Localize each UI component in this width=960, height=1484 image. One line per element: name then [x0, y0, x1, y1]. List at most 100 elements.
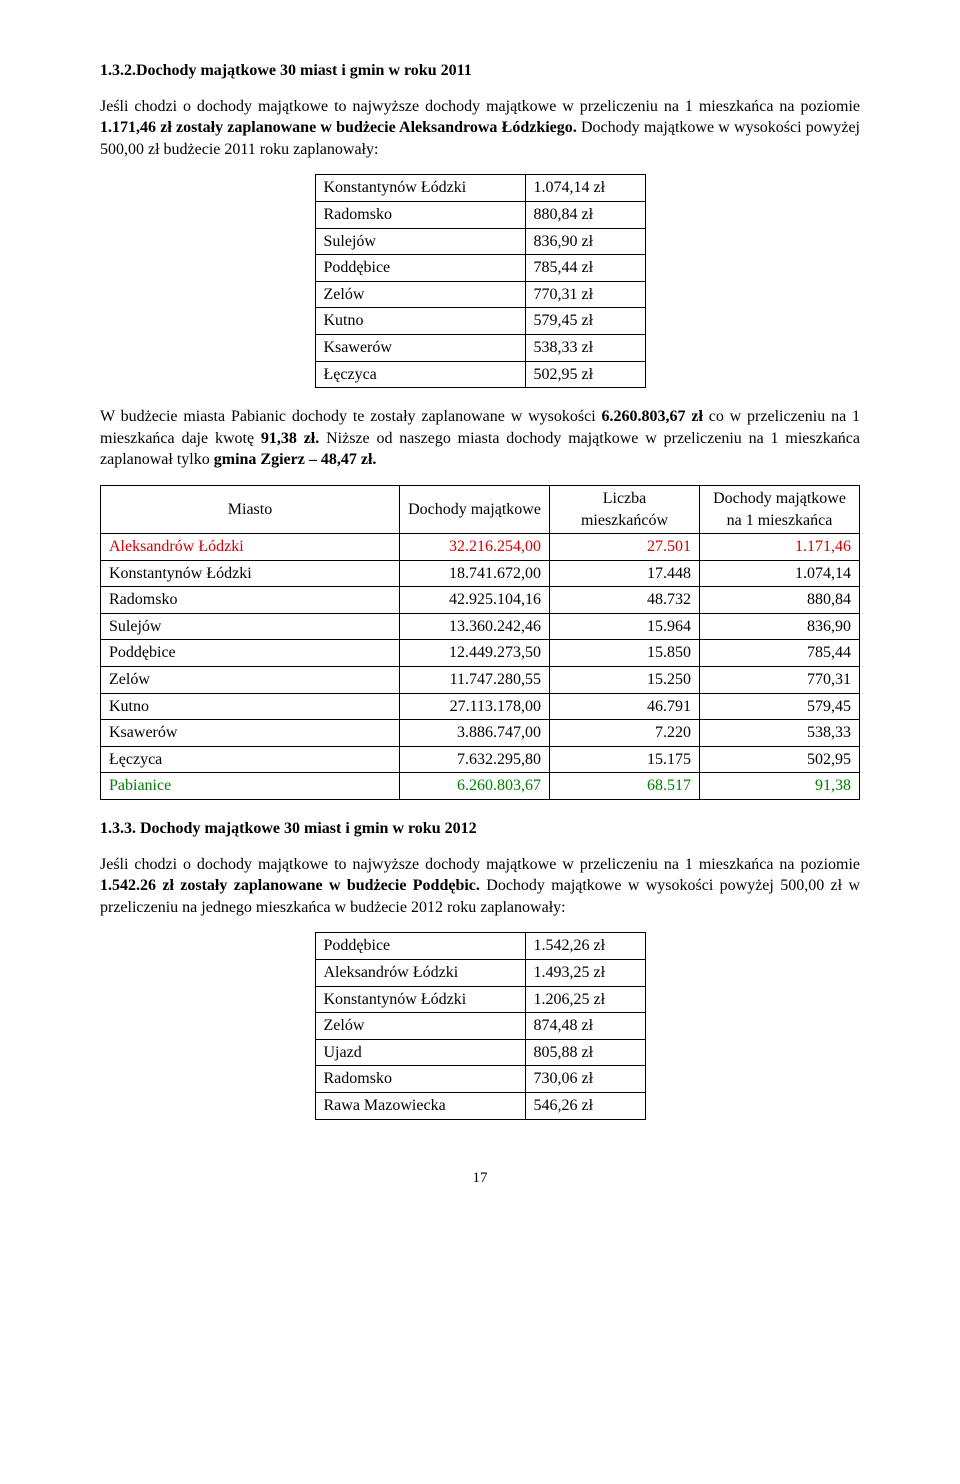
cell-population: 15.850 — [550, 640, 700, 667]
cell-city: Łęczyca — [315, 361, 525, 388]
para-bold: 6.260.803,67 zł — [602, 408, 703, 425]
table-row: Konstantynów Łódzki1.074,14 zł — [315, 175, 645, 202]
cell-per-capita: 1.171,46 — [700, 534, 860, 561]
cell-per-capita: 579,45 — [700, 693, 860, 720]
cell-city: Kutno — [315, 308, 525, 335]
cell-city: Ujazd — [315, 1039, 525, 1066]
table-header-row: Miasto Dochody majątkowe Liczba mieszkań… — [101, 485, 860, 533]
cell-value: 1.074,14 zł — [525, 175, 645, 202]
cell-value: 805,88 zł — [525, 1039, 645, 1066]
cell-income: 6.260.803,67 — [400, 773, 550, 800]
cell-population: 46.791 — [550, 693, 700, 720]
table-row: Radomsko42.925.104,1648.732880,84 — [101, 587, 860, 614]
table-row: Kutno579,45 zł — [315, 308, 645, 335]
table-row: Sulejów13.360.242,4615.964836,90 — [101, 613, 860, 640]
cell-population: 48.732 — [550, 587, 700, 614]
cell-city: Konstantynów Łódzki — [101, 560, 400, 587]
cell-per-capita: 538,33 — [700, 720, 860, 747]
table-row: Zelów11.747.280,5515.250770,31 — [101, 667, 860, 694]
cell-value: 1.542,26 zł — [525, 933, 645, 960]
cell-city: Zelów — [315, 1013, 525, 1040]
cell-city: Kutno — [101, 693, 400, 720]
page-number: 17 — [100, 1168, 860, 1188]
table-row: Aleksandrów Łódzki1.493,25 zł — [315, 960, 645, 987]
cell-city: Radomsko — [315, 201, 525, 228]
col-header-per-capita: Dochody majątkowe na 1 mieszkańca — [700, 485, 860, 533]
table-row: Radomsko880,84 zł — [315, 201, 645, 228]
cell-value: 730,06 zł — [525, 1066, 645, 1093]
cell-value: 579,45 zł — [525, 308, 645, 335]
cell-city: Poddębice — [315, 255, 525, 282]
para-bold: gmina Zgierz – 48,47 zł. — [214, 451, 377, 468]
cell-per-capita: 502,95 — [700, 746, 860, 773]
cell-city: Pabianice — [101, 773, 400, 800]
cell-per-capita: 1.074,14 — [700, 560, 860, 587]
cell-per-capita: 836,90 — [700, 613, 860, 640]
table-row: Łęczyca502,95 zł — [315, 361, 645, 388]
col-header-population: Liczba mieszkańców — [550, 485, 700, 533]
cell-value: 538,33 zł — [525, 334, 645, 361]
para-text: W budżecie miasta Pabianic dochody te zo… — [100, 408, 602, 425]
cell-city: Zelów — [315, 281, 525, 308]
cell-income: 42.925.104,16 — [400, 587, 550, 614]
cell-value: 1.206,25 zł — [525, 986, 645, 1013]
cell-city: Konstantynów Łódzki — [315, 986, 525, 1013]
cell-income: 12.449.273,50 — [400, 640, 550, 667]
table-budget-2011-main: Miasto Dochody majątkowe Liczba mieszkań… — [100, 485, 860, 800]
cell-value: 502,95 zł — [525, 361, 645, 388]
cell-city: Sulejów — [315, 228, 525, 255]
cell-value: 874,48 zł — [525, 1013, 645, 1040]
cell-population: 15.250 — [550, 667, 700, 694]
cell-value: 1.493,25 zł — [525, 960, 645, 987]
cell-income: 7.632.295,80 — [400, 746, 550, 773]
col-header-city: Miasto — [101, 485, 400, 533]
cell-value: 785,44 zł — [525, 255, 645, 282]
table-row: Łęczyca7.632.295,8015.175502,95 — [101, 746, 860, 773]
cell-population: 15.175 — [550, 746, 700, 773]
cell-income: 3.886.747,00 — [400, 720, 550, 747]
section-1-title: 1.3.2.Dochody majątkowe 30 miast i gmin … — [100, 60, 860, 82]
cell-income: 27.113.178,00 — [400, 693, 550, 720]
para-bold: 1.171,46 zł zostały zaplanowane w budżec… — [100, 119, 577, 136]
table-row: Pabianice6.260.803,6768.51791,38 — [101, 773, 860, 800]
cell-income: 32.216.254,00 — [400, 534, 550, 561]
table-row: Poddębice12.449.273,5015.850785,44 — [101, 640, 860, 667]
cell-value: 546,26 zł — [525, 1092, 645, 1119]
table-row: Konstantynów Łódzki18.741.672,0017.4481.… — [101, 560, 860, 587]
col-header-income: Dochody majątkowe — [400, 485, 550, 533]
table-row: Rawa Mazowiecka546,26 zł — [315, 1092, 645, 1119]
table-budget-2011-small: Konstantynów Łódzki1.074,14 złRadomsko88… — [315, 174, 646, 388]
cell-city: Ksawerów — [101, 720, 400, 747]
cell-city: Radomsko — [315, 1066, 525, 1093]
cell-income: 11.747.280,55 — [400, 667, 550, 694]
cell-population: 27.501 — [550, 534, 700, 561]
cell-city: Łęczyca — [101, 746, 400, 773]
para-bold: 1.542.26 zł zostały zaplanowane w budżec… — [100, 877, 480, 894]
cell-city: Konstantynów Łódzki — [315, 175, 525, 202]
cell-value: 880,84 zł — [525, 201, 645, 228]
cell-population: 7.220 — [550, 720, 700, 747]
table-row: Zelów770,31 zł — [315, 281, 645, 308]
cell-income: 13.360.242,46 — [400, 613, 550, 640]
cell-city: Aleksandrów Łódzki — [101, 534, 400, 561]
section-2-title: 1.3.3. Dochody majątkowe 30 miast i gmin… — [100, 818, 860, 840]
table-row: Aleksandrów Łódzki32.216.254,0027.5011.1… — [101, 534, 860, 561]
para-text: Jeśli chodzi o dochody majątkowe to najw… — [100, 98, 860, 115]
table-row: Poddębice785,44 zł — [315, 255, 645, 282]
cell-city: Rawa Mazowiecka — [315, 1092, 525, 1119]
cell-per-capita: 770,31 — [700, 667, 860, 694]
section-1-para-2: W budżecie miasta Pabianic dochody te zo… — [100, 406, 860, 471]
cell-value: 836,90 zł — [525, 228, 645, 255]
cell-per-capita: 91,38 — [700, 773, 860, 800]
table-row: Radomsko730,06 zł — [315, 1066, 645, 1093]
table-budget-2012-small: Poddębice1.542,26 złAleksandrów Łódzki1.… — [315, 932, 646, 1119]
cell-population: 68.517 — [550, 773, 700, 800]
table-row: Sulejów836,90 zł — [315, 228, 645, 255]
para-text: Jeśli chodzi o dochody majątkowe to najw… — [100, 856, 860, 873]
section-2-para-1: Jeśli chodzi o dochody majątkowe to najw… — [100, 854, 860, 919]
table-row: Poddębice1.542,26 zł — [315, 933, 645, 960]
table-row: Ksawerów538,33 zł — [315, 334, 645, 361]
para-bold: 91,38 zł. — [261, 430, 319, 447]
cell-city: Poddębice — [315, 933, 525, 960]
cell-per-capita: 880,84 — [700, 587, 860, 614]
